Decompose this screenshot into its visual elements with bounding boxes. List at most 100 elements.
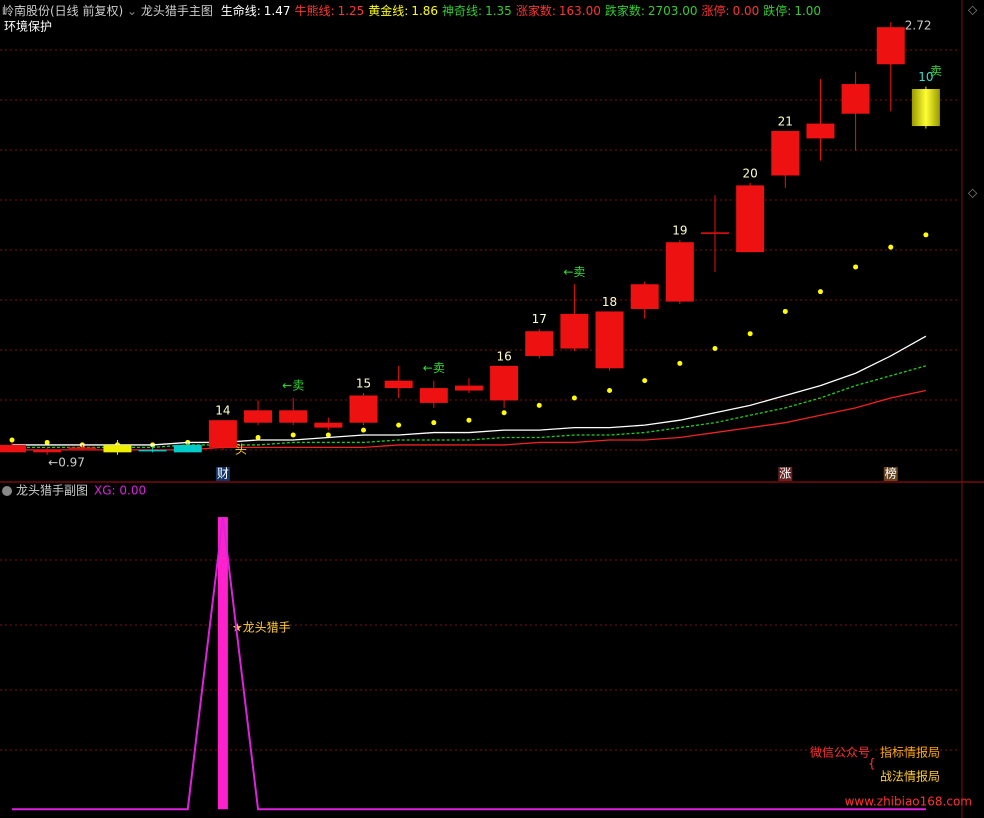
indicator-name: 跌家数: [604,4,645,18]
candle-body [841,84,870,114]
sell-label: ←卖 [563,265,585,279]
dot [712,346,718,352]
signal-bar [217,517,228,810]
high-label: 2.72 [905,19,932,33]
candle-body [314,422,343,428]
candle-body [173,444,202,453]
candle-body [454,385,483,391]
candle-body [665,242,694,302]
wm-account2: 战法情报局 [880,769,940,784]
indicator-name: 牛熊线: [294,4,335,18]
indicator-value: 0.00 [732,4,760,18]
wm-brace: { [868,757,876,771]
candle-body [349,395,378,423]
marker: 财 [217,467,229,481]
candle-body [244,410,273,423]
stock-title: 岭南股份(日线 前复权) [2,4,124,18]
low-label: ←0.97 [48,455,85,469]
candle-body [560,313,589,349]
candle-body [384,380,413,389]
dot [677,360,683,366]
dot [607,388,613,394]
candle-body [630,284,659,309]
marker: 涨 [779,466,791,481]
indicator-value: 1.47 [263,4,291,18]
candle-body [103,444,132,453]
candle-body [490,365,519,401]
dot [888,244,894,250]
indicator-value: 1.25 [337,4,365,18]
candle-body [701,232,729,234]
dot [396,422,402,428]
candle-body [68,447,97,449]
dot [642,378,648,384]
collapse-icon[interactable]: ⌄ [127,4,138,18]
count-label: 14 [215,404,230,418]
candle-body [595,311,624,369]
xg-line [12,516,926,811]
candle-body [419,388,448,403]
dot [536,402,542,408]
count-label: 15 [356,377,371,391]
wm-wechat: 微信公众号 [810,746,870,760]
indicator-name: 黄金线: [368,4,409,18]
signal-label: ★龙头猎手 [232,621,291,635]
dot [501,410,507,416]
dot [44,439,50,445]
marker-box [883,467,898,481]
indicator-name: 龙头猎手主图 [140,4,213,18]
candle-body [806,123,835,139]
indicator-name: 神奇线: [442,4,483,18]
count-label: 10 [918,70,933,84]
collapse-icon[interactable] [2,486,12,496]
indicator-name: 生命线: [220,4,261,18]
candle-body [138,449,167,452]
ma-line [12,335,927,446]
candle-body [33,449,62,453]
dot [571,395,577,401]
dot [9,437,15,443]
candle-body [525,331,554,356]
sell-label: ←卖 [423,361,445,375]
count-label: 21 [778,115,793,129]
wm-url: www.zhibiao168.com [845,795,972,809]
marker: 头 [235,443,247,457]
indicator-value: 1.35 [485,4,512,18]
candle-body [0,444,26,453]
candle-body [771,131,800,176]
indicator-value: 1.86 [411,4,439,18]
dot [817,289,823,295]
candle-body [876,27,905,65]
xg-label: XG: 0.00 [94,484,146,498]
indicator-value: 163.00 [558,4,601,18]
dot [431,420,437,426]
dot [853,264,859,270]
wm-account1: 指标情报局 [880,745,940,760]
dot [325,432,331,438]
dot [466,417,472,423]
marker-box [778,467,793,481]
dot [361,427,366,433]
nav-icon[interactable]: ◇ [968,186,978,200]
marker-box [215,467,230,481]
header: 岭南股份(日线 前复权) ⌄ 龙头猎手主图 生命线: 1.47 牛熊线: 1.25 黄金… [2,2,821,19]
sector: 环境保护 [4,19,52,34]
indicator-name: 跌停: [763,4,792,18]
dot [290,432,296,438]
grid [0,49,960,751]
candle-body [911,88,940,127]
sell-label: ←卖 [282,378,304,392]
count-label: 17 [532,312,547,326]
nav-icon[interactable]: ◇ [968,3,978,17]
dot [782,308,788,314]
indicator-value: 2703.00 [647,4,698,18]
ma-line [12,365,927,449]
candle-body [736,185,765,253]
dot [255,435,261,441]
count-label: 16 [496,349,511,363]
marker: 榜 [885,466,897,481]
count-label: 18 [602,295,617,309]
dot [923,232,929,238]
